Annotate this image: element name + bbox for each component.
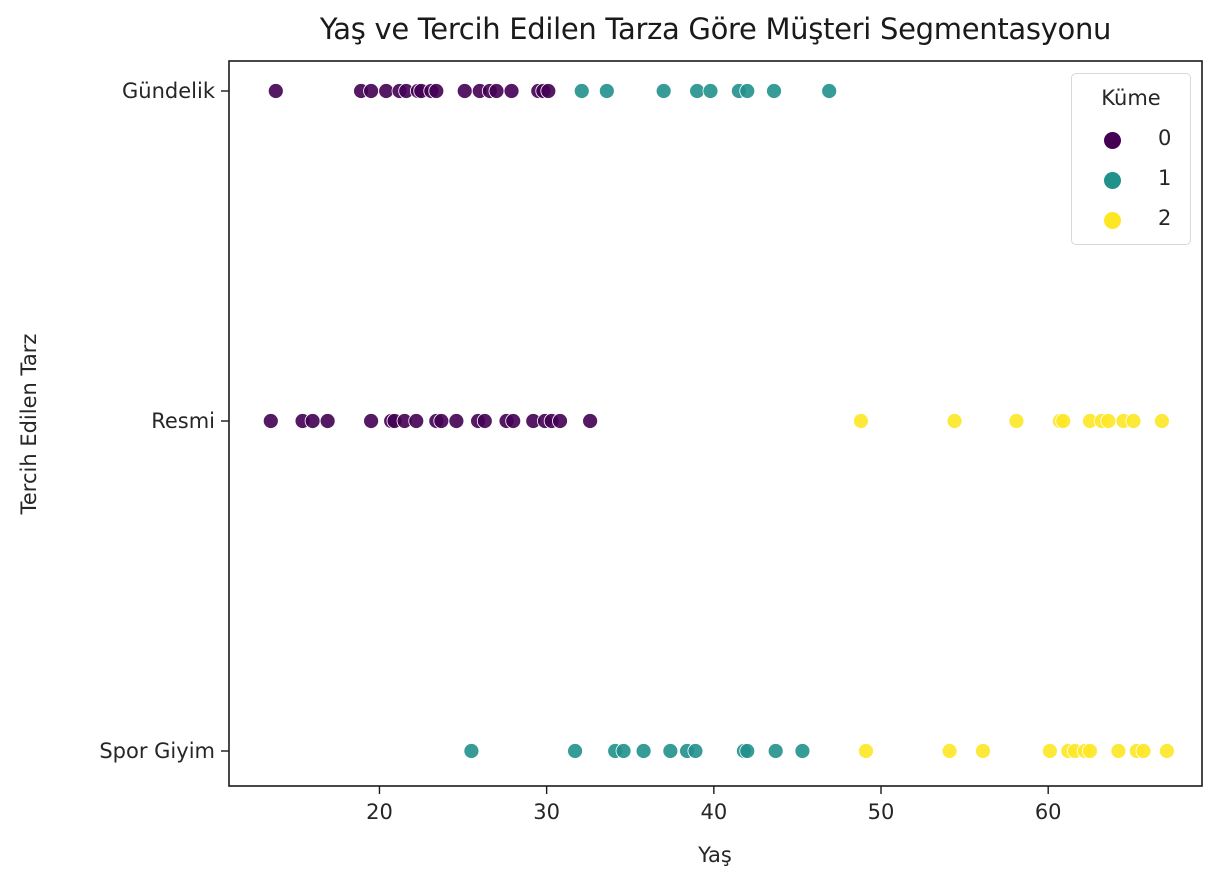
data-point xyxy=(540,83,557,99)
data-point xyxy=(1153,413,1170,429)
data-point xyxy=(463,743,480,759)
data-point xyxy=(304,413,321,429)
data-point xyxy=(262,413,279,429)
data-point xyxy=(1082,743,1098,759)
data-point xyxy=(794,743,811,759)
data-point xyxy=(552,413,568,429)
data-point xyxy=(739,83,756,99)
legend-marker-icon xyxy=(1104,132,1121,149)
legend-label: 1 xyxy=(1158,166,1172,190)
legend-item-1: 1 xyxy=(1072,166,1190,196)
legend: Küme 0 1 2 xyxy=(1071,73,1191,245)
y-tick-label: Spor Giyim xyxy=(99,739,215,763)
data-point xyxy=(941,743,958,759)
x-tick-label: 30 xyxy=(533,800,560,824)
data-point xyxy=(363,83,380,99)
data-point xyxy=(689,83,706,99)
x-tick-label: 50 xyxy=(868,800,895,824)
legend-label: 0 xyxy=(1158,126,1172,150)
data-point xyxy=(739,743,756,759)
y-axis-label: Tercih Edilen Tarz xyxy=(17,334,41,516)
y-tick-label: Resmi xyxy=(151,409,215,433)
data-point xyxy=(821,83,838,99)
data-point xyxy=(687,743,704,759)
data-point xyxy=(1110,743,1127,759)
x-tick-label: 60 xyxy=(1035,800,1062,824)
x-tick-label: 40 xyxy=(700,800,727,824)
data-point xyxy=(505,413,522,429)
data-point xyxy=(428,83,445,99)
data-point xyxy=(635,743,652,759)
data-point xyxy=(1158,743,1175,759)
data-point xyxy=(582,413,599,429)
data-point xyxy=(456,83,473,99)
plot-frame xyxy=(228,60,1203,787)
data-point xyxy=(702,83,719,99)
data-point xyxy=(476,413,493,429)
data-point xyxy=(488,83,505,99)
data-point xyxy=(1100,413,1117,429)
data-point xyxy=(408,413,425,429)
data-point xyxy=(662,743,679,759)
data-point xyxy=(1135,743,1152,759)
data-point xyxy=(1008,413,1025,429)
data-point xyxy=(503,83,520,99)
data-point xyxy=(655,83,672,99)
data-point xyxy=(975,743,991,759)
data-point xyxy=(853,413,869,429)
data-point xyxy=(573,83,590,99)
legend-label: 2 xyxy=(1158,206,1172,230)
x-tick-label: 20 xyxy=(366,800,393,824)
data-point xyxy=(1055,413,1072,429)
y-axis: Gündelik Resmi Spor Giyim xyxy=(99,79,229,763)
data-point xyxy=(378,83,395,99)
data-point xyxy=(946,413,963,429)
data-point xyxy=(433,413,450,429)
data-points xyxy=(262,83,1175,759)
data-point xyxy=(1041,743,1058,759)
data-point xyxy=(858,743,874,759)
data-point xyxy=(615,743,632,759)
legend-item-2: 2 xyxy=(1072,206,1190,236)
y-tick-label: Gündelik xyxy=(122,79,216,103)
data-point xyxy=(766,83,782,99)
data-point xyxy=(363,413,380,429)
legend-title: Küme xyxy=(1101,86,1161,110)
data-point xyxy=(767,743,784,759)
x-axis: 20 30 40 50 60 xyxy=(366,786,1062,824)
legend-marker-icon xyxy=(1104,212,1121,229)
data-point xyxy=(319,413,336,429)
legend-item-0: 0 xyxy=(1072,126,1190,156)
data-point xyxy=(567,743,583,759)
data-point xyxy=(448,413,465,429)
x-axis-label: Yaş xyxy=(697,843,732,867)
data-point xyxy=(267,83,284,99)
legend-marker-icon xyxy=(1104,172,1121,189)
data-point xyxy=(598,83,615,99)
data-point xyxy=(1125,413,1142,429)
chart-title: Yaş ve Tercih Edilen Tarza Göre Müşteri … xyxy=(319,12,1112,46)
